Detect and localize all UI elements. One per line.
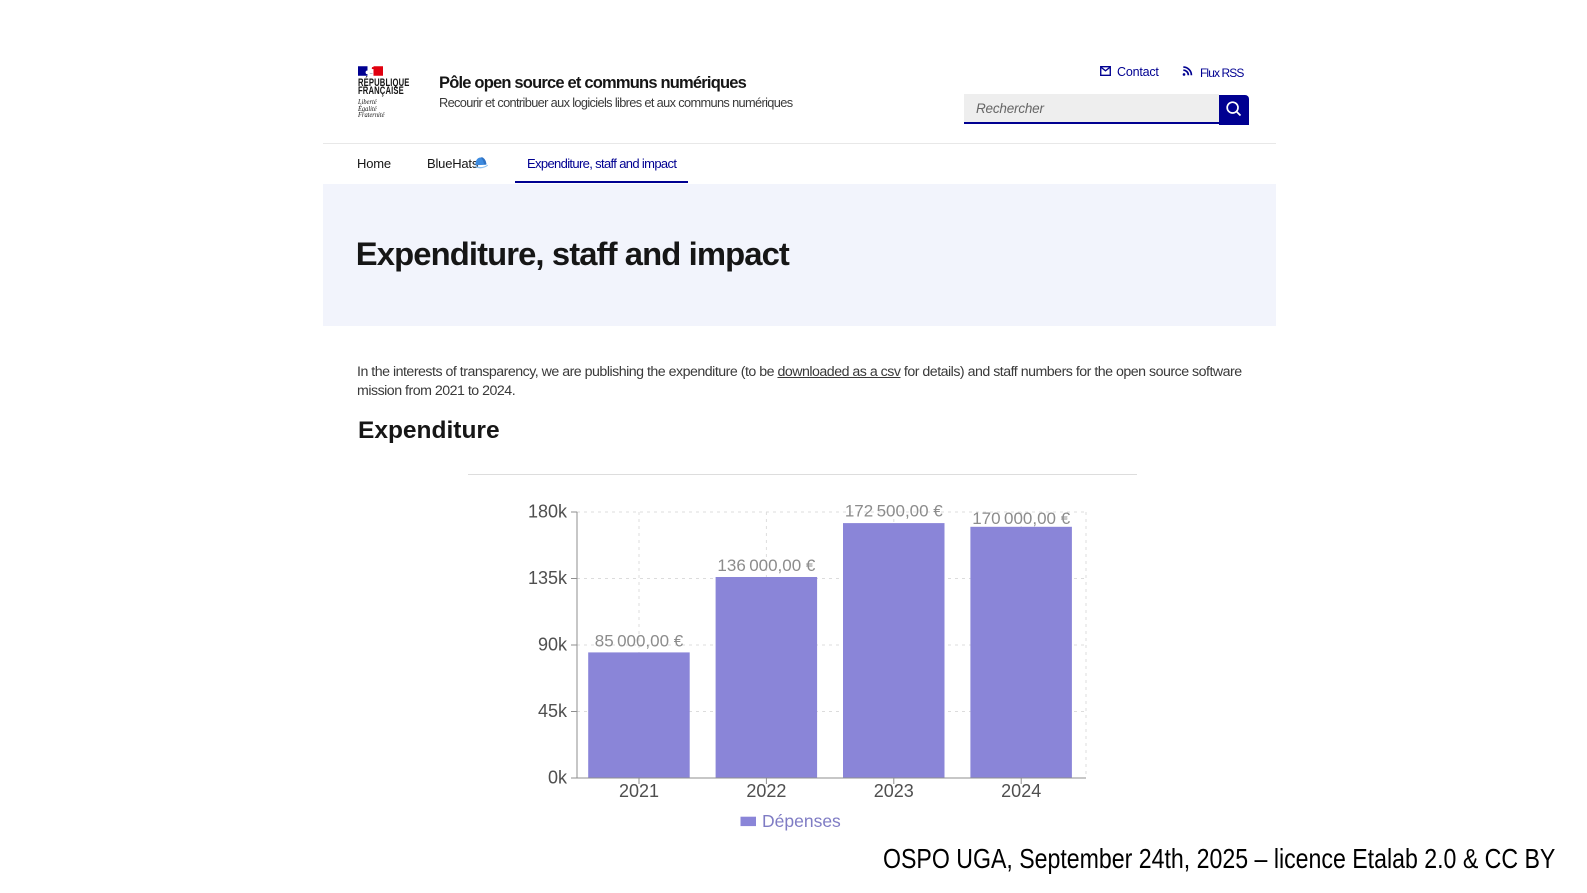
svg-text:2022: 2022 — [746, 781, 786, 801]
svg-text:2023: 2023 — [874, 781, 914, 801]
svg-text:170 000,00 €: 170 000,00 € — [972, 509, 1070, 528]
svg-text:2021: 2021 — [619, 781, 659, 801]
svg-text:45k: 45k — [538, 701, 568, 721]
svg-text:180k: 180k — [528, 502, 568, 522]
svg-text:2024: 2024 — [1001, 781, 1041, 801]
svg-text:172 500,00 €: 172 500,00 € — [845, 502, 943, 521]
svg-text:136 000,00 €: 136 000,00 € — [717, 556, 815, 575]
svg-text:0k: 0k — [548, 768, 568, 788]
svg-text:90k: 90k — [538, 635, 568, 655]
svg-text:135k: 135k — [528, 568, 568, 588]
svg-text:85 000,00 €: 85 000,00 € — [595, 631, 684, 650]
svg-text:Dépenses: Dépenses — [762, 811, 841, 831]
